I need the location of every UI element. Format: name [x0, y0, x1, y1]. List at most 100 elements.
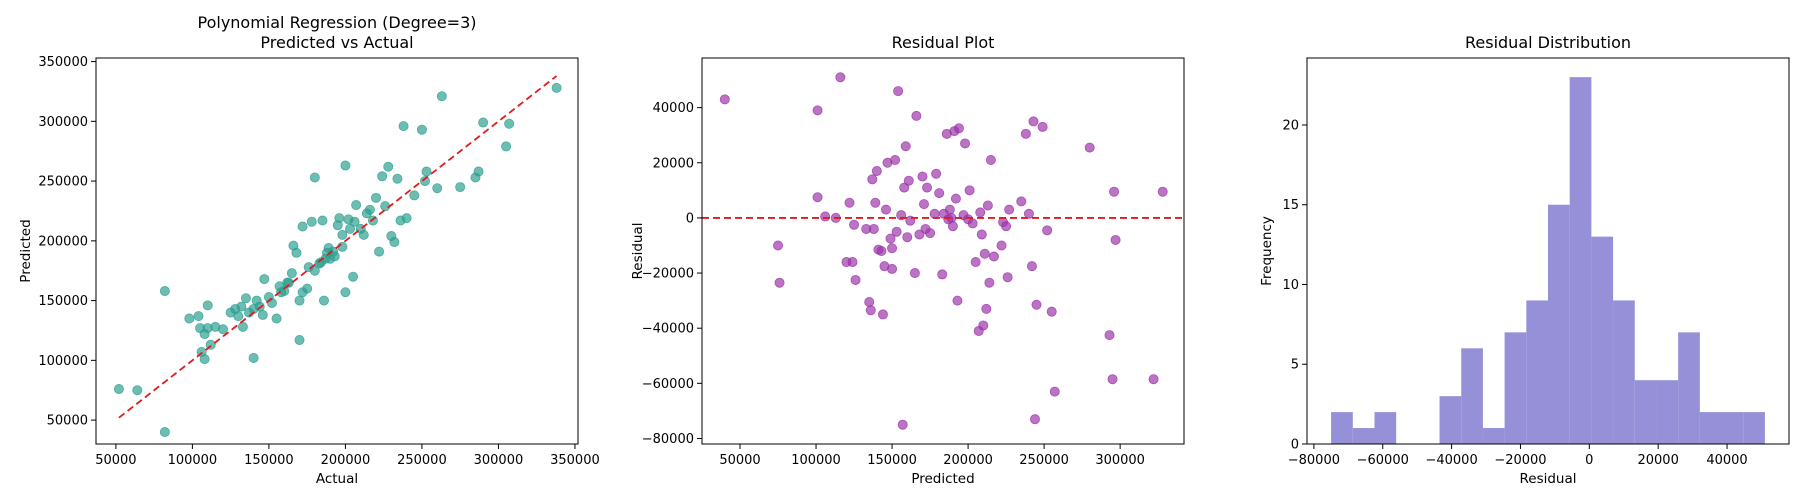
scatter-point	[897, 419, 908, 430]
scatter-point	[870, 197, 881, 208]
scatter-point	[132, 385, 143, 396]
histogram-bar	[1482, 428, 1505, 444]
scatter-point	[1148, 374, 1159, 385]
scatter-point	[237, 321, 248, 332]
x-tick-label: 20000	[1637, 453, 1678, 468]
x-tick-label: −60000	[1357, 453, 1409, 468]
scatter-point	[286, 268, 297, 279]
scatter-point	[409, 190, 420, 201]
y-tick-label: 350000	[38, 55, 88, 70]
x-tick-label: 300000	[1095, 453, 1145, 468]
x-tick-label: 200000	[321, 453, 371, 468]
x-tick-label: 350000	[550, 453, 600, 468]
scatter-point	[432, 183, 443, 194]
scatter-point	[371, 192, 382, 203]
scatter-point	[967, 218, 978, 229]
scatter-predicted-vs-actual: 50000 100000 150000 200000 250000 300000 35000…	[18, 13, 600, 487]
histogram-bar	[1526, 300, 1548, 444]
x-tick-label: 50000	[95, 453, 136, 468]
scatter-point	[903, 175, 914, 186]
scatter-point	[975, 207, 986, 218]
x-tick-label: 50000	[719, 453, 760, 468]
chart-title: Residual Distribution	[1465, 33, 1631, 52]
scatter-point	[348, 271, 359, 282]
scatter-point	[876, 245, 887, 256]
scatter-point	[835, 72, 846, 83]
scatter-point	[944, 204, 955, 215]
x-axis-label: Predicted	[911, 471, 974, 487]
axes-frame	[701, 57, 1185, 445]
scatter-point	[421, 166, 432, 177]
scatter-point	[389, 237, 400, 248]
scatter-point	[309, 265, 320, 276]
scatter-point	[294, 335, 305, 346]
scatter-point	[1002, 272, 1013, 283]
scatter-point	[900, 141, 911, 152]
scatter-point	[309, 172, 320, 183]
scatter-point	[374, 246, 385, 257]
y-tick-label: 200000	[38, 234, 88, 249]
x-tick-label: −80000	[1288, 453, 1340, 468]
scatter-point	[891, 226, 902, 237]
scatter-point	[1042, 225, 1053, 236]
scatter-point	[970, 257, 981, 268]
scatter-point	[1016, 196, 1027, 207]
scatter-point	[719, 94, 730, 105]
y-tick-label: 20	[1282, 118, 1299, 133]
scatter-point	[416, 124, 427, 135]
scatter-point	[1028, 116, 1039, 127]
scatter-point	[960, 138, 971, 149]
scatter-point	[981, 303, 992, 314]
scatter-point	[193, 311, 204, 322]
y-tick-label: 15	[1282, 198, 1299, 213]
scatter-point	[952, 295, 963, 306]
scatter-point	[812, 105, 823, 116]
scatter-point	[1031, 299, 1042, 310]
scatter-point	[329, 251, 340, 262]
histogram-bar	[1461, 348, 1483, 444]
scatter-point	[236, 301, 247, 312]
scatter-point	[947, 221, 958, 232]
scatter-point	[367, 215, 378, 226]
scatter-point	[868, 223, 879, 234]
y-axis-label: Residual	[630, 222, 646, 279]
scatter-point	[909, 268, 920, 279]
x-tick-label: 100000	[168, 453, 218, 468]
x-tick-label: 150000	[244, 453, 294, 468]
scatter-point	[929, 208, 940, 219]
scatter-point	[1023, 208, 1034, 219]
y-tick-label: 300000	[38, 115, 88, 130]
chart-title-line: Residual Plot	[892, 33, 995, 52]
scatter-point	[340, 287, 351, 298]
scatter-point	[1049, 386, 1060, 397]
scatter-point	[1157, 186, 1168, 197]
scatter-point	[864, 297, 875, 308]
chart-title: Polynomial Regression (Degree=3) Predicte…	[198, 13, 477, 52]
scatter-point	[159, 427, 170, 438]
scatter-point	[911, 110, 922, 121]
scatter-point	[1001, 221, 1012, 232]
scatter-point	[398, 121, 409, 132]
scatter-point	[902, 232, 913, 243]
histogram-bar	[1569, 77, 1592, 444]
histogram-bar	[1504, 332, 1527, 444]
scatter-point	[257, 309, 268, 320]
y-tick-label: −80000	[642, 432, 694, 447]
axes-frame	[1306, 57, 1790, 445]
scatter-point	[401, 213, 412, 224]
scatter-point	[283, 277, 294, 288]
scatter-point	[254, 301, 265, 312]
scatter-point	[849, 219, 860, 230]
residual-plot: 50000 100000 150000 200000 250000 300000−8000…	[630, 33, 1185, 487]
scatter-point	[302, 283, 313, 294]
x-tick-label: 300000	[474, 453, 524, 468]
scatter-point	[1004, 204, 1015, 215]
scatter-point	[291, 247, 302, 258]
scatter-point	[899, 182, 910, 193]
scatter-point	[984, 277, 995, 288]
scatter-point	[925, 228, 936, 239]
y-tick-label: 150000	[38, 294, 88, 309]
scatter-point	[364, 204, 375, 215]
histogram-bar	[1548, 204, 1570, 444]
x-tick-label: −20000	[1494, 453, 1546, 468]
